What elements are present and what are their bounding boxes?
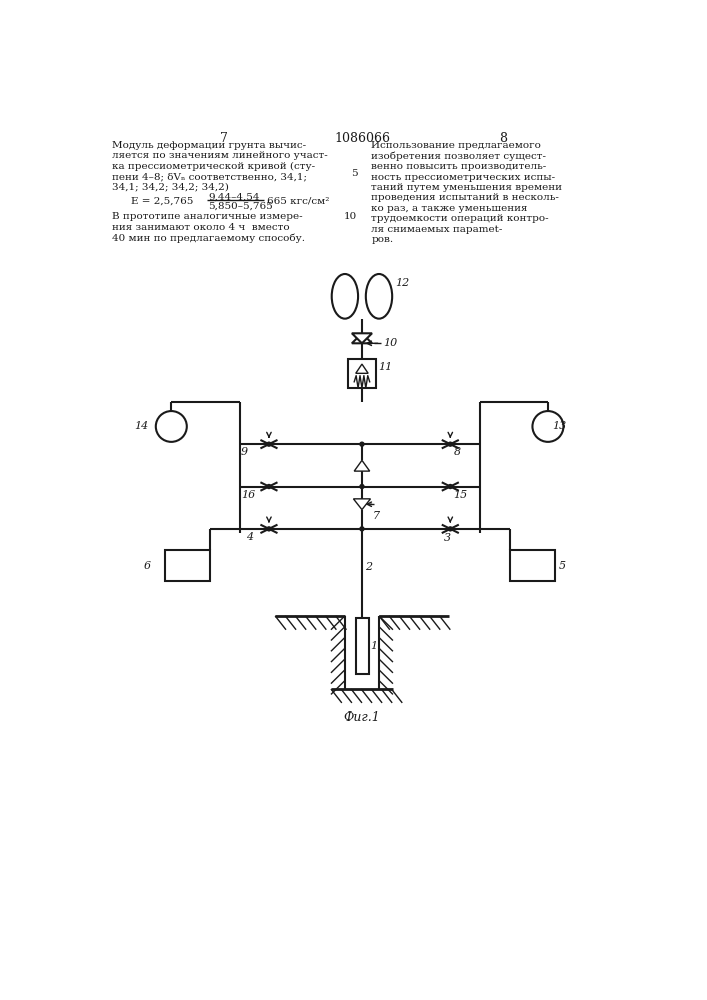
Text: 5: 5 [351, 169, 357, 178]
Polygon shape [354, 460, 370, 471]
Text: 12: 12 [395, 278, 409, 288]
Text: 665 кгс/см²: 665 кгс/см² [267, 196, 329, 205]
Text: 1: 1 [370, 641, 378, 651]
Text: 8: 8 [453, 447, 460, 457]
Text: 9,44–4,54: 9,44–4,54 [209, 193, 260, 202]
Text: Модуль деформации грунта вычис-
ляется по значениям линейного участ-
ка прессиом: Модуль деформации грунта вычис- ляется п… [112, 141, 327, 192]
Text: 13: 13 [552, 421, 566, 431]
Text: 5: 5 [559, 561, 566, 571]
Text: 7: 7 [373, 511, 380, 521]
Circle shape [359, 526, 365, 532]
Circle shape [156, 411, 187, 442]
Text: 3: 3 [444, 533, 451, 543]
Polygon shape [354, 499, 370, 510]
Circle shape [267, 484, 271, 489]
Circle shape [359, 441, 365, 447]
Text: 10: 10 [383, 338, 397, 348]
Circle shape [448, 484, 453, 489]
Text: 4: 4 [246, 532, 253, 542]
Text: Использование предлагаемого
изобретения позволяет сущест-
венно повысить произво: Использование предлагаемого изобретения … [371, 141, 562, 244]
Text: E = 2,5,765: E = 2,5,765 [131, 196, 194, 205]
Text: 8: 8 [499, 132, 507, 145]
Text: 9: 9 [241, 447, 248, 457]
Polygon shape [352, 333, 372, 343]
Bar [510, 550, 555, 581]
Bar [348, 359, 376, 388]
Circle shape [267, 441, 271, 447]
Text: 11: 11 [378, 362, 392, 372]
Text: 1086066: 1086066 [334, 132, 390, 145]
Polygon shape [352, 333, 372, 343]
Text: 6: 6 [144, 561, 151, 571]
Text: 14: 14 [134, 421, 148, 431]
Text: 10: 10 [344, 212, 357, 221]
Circle shape [532, 411, 563, 442]
Circle shape [448, 526, 453, 532]
Circle shape [448, 441, 453, 447]
Text: В прототипе аналогичные измере-
ния занимают около 4 ч  вместо
40 мин по предлаг: В прототипе аналогичные измере- ния зани… [112, 212, 305, 243]
Text: Фиг.1: Фиг.1 [344, 711, 380, 724]
Text: 2: 2 [365, 562, 372, 572]
Polygon shape [356, 364, 368, 373]
Text: 16: 16 [241, 490, 255, 500]
Text: 5,850–5,765: 5,850–5,765 [209, 202, 273, 211]
Bar [165, 550, 210, 581]
Text: 15: 15 [453, 490, 467, 500]
Ellipse shape [332, 274, 358, 319]
Ellipse shape [366, 274, 392, 319]
Circle shape [267, 526, 271, 532]
Text: 7: 7 [220, 132, 228, 145]
Circle shape [359, 484, 365, 489]
Bar [356, 618, 369, 674]
